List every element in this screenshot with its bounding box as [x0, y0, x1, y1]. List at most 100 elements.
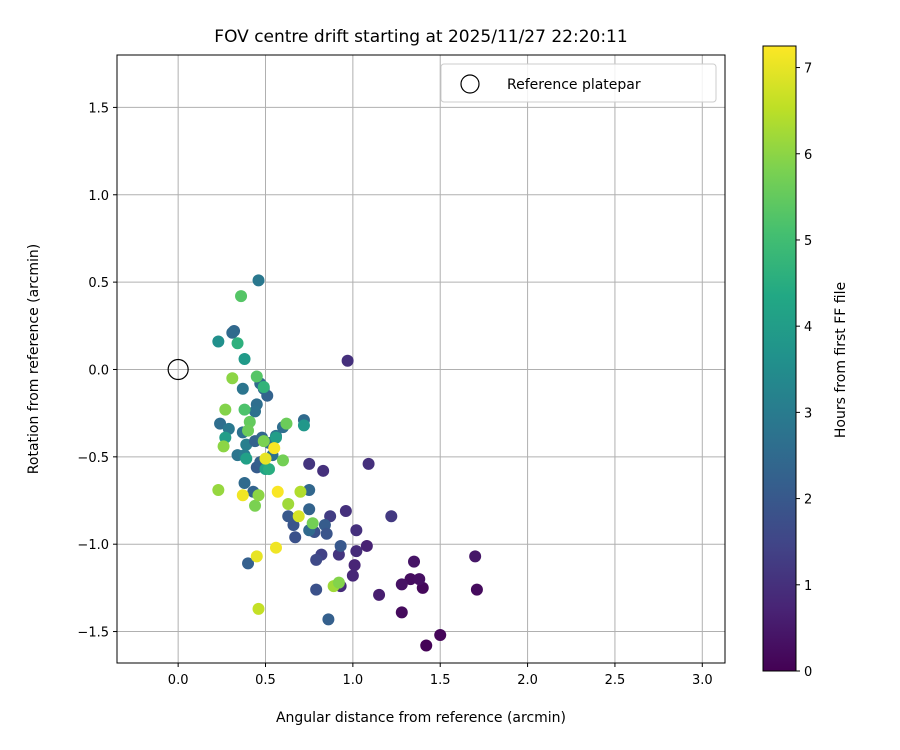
x-tick-label: 2.5 [605, 673, 626, 688]
x-tick-label: 0.5 [255, 673, 276, 688]
data-point [350, 524, 363, 537]
data-point [303, 457, 316, 470]
colorbar-tick-label: 7 [804, 62, 812, 77]
data-point [217, 440, 230, 453]
x-tick-label: 1.0 [343, 673, 364, 688]
legend-reference-marker [460, 74, 480, 94]
data-point [289, 531, 302, 544]
x-tick-label: 3.0 [692, 673, 713, 688]
colorbar-tick-label: 6 [804, 148, 812, 163]
data-point [297, 419, 310, 432]
data-point [348, 559, 361, 572]
legend: Reference platepar [440, 63, 717, 103]
reference-platepar-marker [167, 358, 189, 381]
data-point [249, 405, 262, 418]
data-point [306, 517, 319, 530]
data-point [250, 550, 263, 563]
colorbar-ticks: 0 1 2 3 4 5 6 7 [796, 62, 812, 680]
data-point [334, 539, 347, 552]
data-point [360, 539, 373, 552]
y-tick-label: −1.0 [77, 538, 109, 553]
data-point [263, 463, 275, 476]
data-point [322, 613, 335, 626]
data-point [214, 417, 227, 430]
data-point [373, 588, 386, 601]
data-point [259, 452, 272, 465]
data-point [346, 569, 359, 582]
colorbar-tick-label: 5 [804, 234, 812, 249]
data-points [212, 274, 483, 652]
data-point [282, 498, 295, 511]
data-point [242, 424, 255, 437]
data-point [332, 576, 345, 589]
colorbar-gradient [762, 45, 797, 672]
data-point [238, 403, 251, 416]
y-axis-ticks: −1.5 −1.0 −0.5 0.0 0.5 1.0 1.5 [77, 101, 117, 641]
data-point [226, 326, 239, 339]
legend-entry-reference: Reference platepar [507, 77, 641, 93]
data-point [470, 583, 483, 596]
colorbar-tick-label: 2 [804, 493, 812, 508]
data-point [310, 583, 323, 596]
data-point [236, 382, 249, 395]
data-point [280, 417, 293, 430]
data-point [257, 380, 270, 393]
data-point [362, 457, 375, 470]
data-point [292, 510, 305, 523]
data-point [317, 464, 330, 477]
colorbar-tick-label: 1 [804, 579, 812, 594]
data-point [420, 639, 433, 652]
data-point [282, 510, 295, 523]
data-point [212, 484, 225, 497]
data-point [252, 274, 265, 287]
data-point [395, 578, 408, 591]
x-axis-label: Angular distance from reference (arcmin) [276, 710, 566, 726]
data-point [294, 485, 307, 498]
chart-title: FOV centre drift starting at 2025/11/27 … [214, 27, 627, 47]
y-axis-label: Rotation from reference (arcmin) [26, 244, 42, 474]
data-point [287, 518, 300, 531]
data-point [212, 335, 225, 348]
data-point [236, 489, 249, 502]
data-point [413, 573, 426, 586]
legend-box [440, 63, 717, 103]
data-point [408, 555, 421, 568]
data-point [341, 354, 354, 367]
data-point [250, 370, 263, 383]
y-tick-label: −1.5 [77, 626, 109, 641]
data-point [268, 442, 281, 455]
x-tick-label: 2.0 [517, 673, 538, 688]
colorbar: 0 1 2 3 4 5 6 7 Hours from first FF file [762, 45, 849, 680]
data-point [242, 557, 255, 570]
x-axis-ticks: 0.0 0.5 1.0 1.5 2.0 2.5 3.0 [168, 663, 713, 688]
data-point [252, 602, 265, 615]
data-point [252, 489, 265, 502]
x-tick-label: 1.5 [430, 673, 451, 688]
data-point [257, 435, 270, 448]
data-point [238, 477, 251, 490]
data-point [339, 505, 352, 517]
data-point [276, 454, 289, 467]
data-point [226, 372, 239, 385]
grid-lines [117, 55, 725, 663]
reference-marker-group [167, 358, 189, 381]
data-point [434, 629, 447, 642]
data-point [269, 541, 282, 554]
data-point [271, 485, 284, 498]
data-point [395, 606, 408, 619]
colorbar-label: Hours from first FF file [833, 282, 849, 438]
y-tick-label: −0.5 [77, 451, 109, 466]
colorbar-tick-label: 3 [804, 406, 812, 421]
y-tick-label: 1.0 [88, 189, 109, 204]
data-point [303, 503, 316, 516]
data-point [404, 573, 417, 586]
x-tick-label: 0.0 [168, 673, 189, 688]
data-point [310, 553, 323, 566]
data-point [324, 510, 337, 523]
colorbar-tick-label: 4 [804, 320, 812, 335]
data-point [231, 337, 244, 350]
data-point [219, 403, 232, 416]
data-point [240, 452, 253, 465]
data-point [235, 290, 248, 303]
